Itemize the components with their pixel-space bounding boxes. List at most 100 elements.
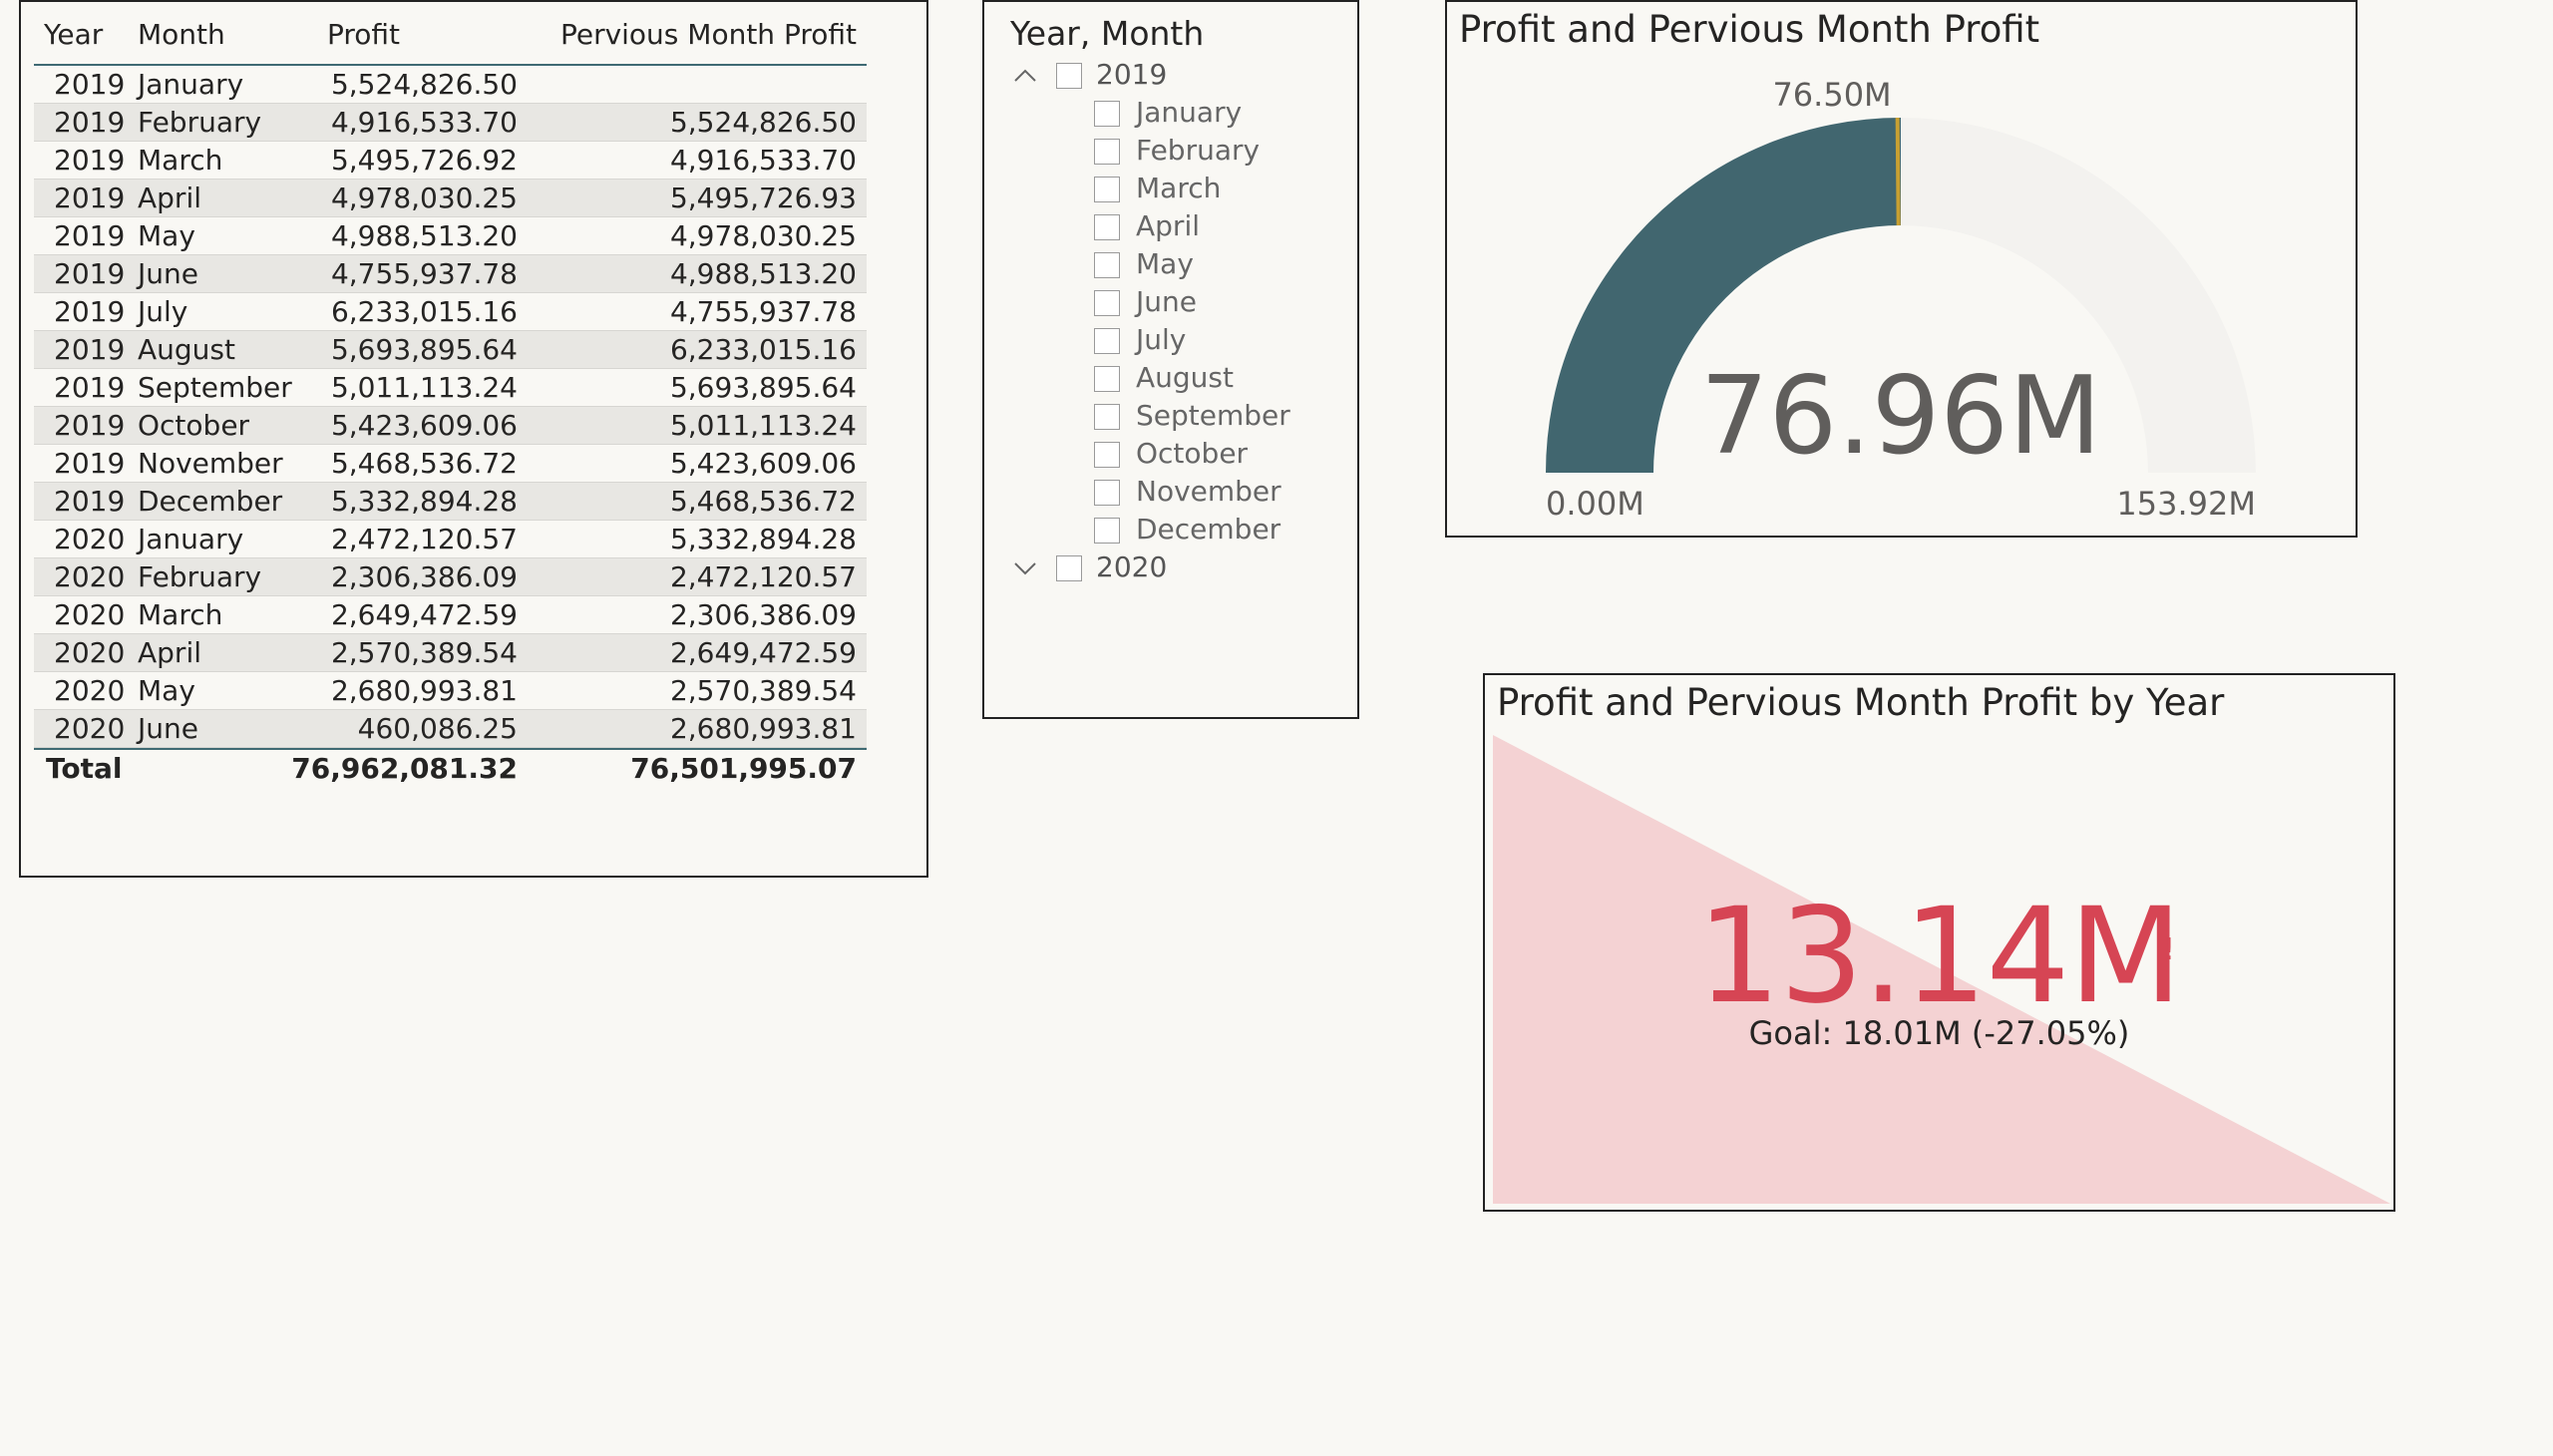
slicer-checkbox[interactable] — [1056, 555, 1082, 581]
slicer-month-label: September — [1136, 399, 1290, 432]
slicer-checkbox[interactable] — [1094, 328, 1120, 354]
slicer-checkbox[interactable] — [1094, 442, 1120, 468]
kpi-canvas — [1493, 735, 2390, 1204]
kpi-goal: Goal: 18.01M (-27.05%) — [1748, 1014, 2130, 1052]
slicer-checkbox[interactable] — [1056, 63, 1082, 89]
slicer-checkbox[interactable] — [1094, 404, 1120, 430]
table-row[interactable]: 2020 June 460,086.25 2,680,993.81 — [34, 710, 867, 748]
slicer-checkbox[interactable] — [1094, 214, 1120, 240]
cell-previous-month-profit: 2,649,472.59 — [669, 636, 857, 669]
slicer-checkbox[interactable] — [1094, 366, 1120, 392]
cell-profit: 460,086.25 — [357, 712, 518, 745]
kpi-trend-area — [1493, 735, 2390, 1204]
total-profit: 76,962,081.32 — [291, 751, 518, 785]
table-row[interactable]: 2019 October 5,423,609.06 5,011,113.24 — [34, 407, 867, 445]
table-row[interactable]: 2020 March 2,649,472.59 2,306,386.09 — [34, 596, 867, 634]
table-row[interactable]: 2019 December 5,332,894.28 5,468,536.72 — [34, 483, 867, 521]
cell-month: October — [138, 409, 250, 442]
matrix-total-row: Total 76,962,081.32 76,501,995.07 — [34, 748, 867, 786]
cell-month: April — [138, 636, 201, 669]
total-previous-month-profit: 76,501,995.07 — [630, 751, 857, 785]
cell-year: 2019 — [54, 68, 126, 101]
slicer-month-label: August — [1136, 361, 1234, 394]
profit-gauge-visual[interactable]: 76.50M 76.96M 0.00M 153.92M Profit and P… — [1445, 0, 2358, 538]
table-row[interactable]: 2020 February 2,306,386.09 2,472,120.57 — [34, 558, 867, 596]
slicer-checkbox[interactable] — [1094, 139, 1120, 165]
table-row[interactable]: 2019 July 6,233,015.16 4,755,937.78 — [34, 293, 867, 331]
slicer-month-august[interactable]: August — [984, 360, 1357, 398]
table-row[interactable]: 2019 April 4,978,030.25 5,495,726.93 — [34, 180, 867, 217]
cell-previous-month-profit: 5,468,536.72 — [669, 485, 857, 518]
cell-profit: 5,332,894.28 — [330, 485, 518, 518]
cell-month: July — [138, 295, 188, 328]
table-row[interactable]: 2019 November 5,468,536.72 5,423,609.06 — [34, 445, 867, 483]
cell-previous-month-profit: 5,423,609.06 — [669, 447, 857, 480]
cell-year: 2019 — [54, 333, 126, 366]
cell-year: 2019 — [54, 485, 126, 518]
table-row[interactable]: 2019 May 4,988,513.20 4,978,030.25 — [34, 217, 867, 255]
table-row[interactable]: 2019 August 5,693,895.64 6,233,015.16 — [34, 331, 867, 369]
slicer-month-march[interactable]: March — [984, 171, 1357, 208]
table-row[interactable]: 2020 January 2,472,120.57 5,332,894.28 — [34, 521, 867, 558]
slicer-month-january[interactable]: January — [984, 95, 1357, 133]
slicer-month-february[interactable]: February — [984, 133, 1357, 171]
header-profit[interactable]: Profit — [327, 17, 401, 51]
slicer-checkbox[interactable] — [1094, 177, 1120, 202]
kpi-title: Profit and Pervious Month Profit by Year — [1497, 681, 2225, 724]
header-year[interactable]: Year — [44, 17, 104, 51]
cell-month: November — [138, 447, 283, 480]
slicer-month-july[interactable]: July — [984, 322, 1357, 360]
gauge-fill[interactable] — [1546, 118, 1901, 473]
slicer-year-2019[interactable]: 2019 — [984, 57, 1357, 95]
slicer-checkbox[interactable] — [1094, 518, 1120, 544]
slicer-month-december[interactable]: December — [984, 512, 1357, 549]
cell-profit: 2,306,386.09 — [330, 560, 518, 593]
cell-month: February — [138, 106, 262, 139]
slicer-year-2020[interactable]: 2020 — [984, 549, 1357, 587]
cell-month: May — [138, 674, 195, 707]
cell-previous-month-profit: 5,332,894.28 — [669, 523, 857, 555]
table-row[interactable]: 2020 May 2,680,993.81 2,570,389.54 — [34, 672, 867, 710]
cell-previous-month-profit: 2,680,993.81 — [669, 712, 857, 745]
cell-year: 2019 — [54, 219, 126, 252]
slicer-checkbox[interactable] — [1094, 480, 1120, 506]
header-month[interactable]: Month — [138, 17, 225, 51]
cell-profit: 4,916,533.70 — [330, 106, 518, 139]
table-row[interactable]: 2019 February 4,916,533.70 5,524,826.50 — [34, 104, 867, 142]
slicer-month-label: July — [1136, 323, 1187, 356]
slicer-checkbox[interactable] — [1094, 101, 1120, 127]
cell-year: 2020 — [54, 636, 126, 669]
cell-profit: 4,978,030.25 — [330, 182, 518, 214]
slicer-month-september[interactable]: September — [984, 398, 1357, 436]
table-row[interactable]: 2019 January 5,524,826.50 — [34, 66, 867, 104]
table-row[interactable]: 2020 April 2,570,389.54 2,649,472.59 — [34, 634, 867, 672]
profit-kpi-visual[interactable]: Profit and Pervious Month Profit by Year… — [1483, 673, 2395, 1212]
slicer-month-april[interactable]: April — [984, 208, 1357, 246]
slicer-month-may[interactable]: May — [984, 246, 1357, 284]
slicer-title: Year, Month — [1010, 14, 1205, 53]
table-row[interactable]: 2019 March 5,495,726.92 4,916,533.70 — [34, 142, 867, 180]
cell-year: 2019 — [54, 371, 126, 404]
table-row[interactable]: 2019 June 4,755,937.78 4,988,513.20 — [34, 255, 867, 293]
matrix-grid: Year Month Profit Pervious Month Profit … — [34, 2, 867, 786]
slicer-checkbox[interactable] — [1094, 252, 1120, 278]
slicer-month-label: April — [1136, 209, 1200, 242]
cell-previous-month-profit: 2,306,386.09 — [669, 598, 857, 631]
slicer-month-june[interactable]: June — [984, 284, 1357, 322]
cell-month: June — [138, 257, 198, 290]
slicer-month-label: January — [1136, 96, 1243, 129]
year-month-slicer[interactable]: Year, Month 2019 January February March Apri… — [982, 0, 1359, 719]
slicer-month-label: February — [1136, 134, 1261, 167]
cell-profit: 2,649,472.59 — [330, 598, 518, 631]
slicer-checkbox[interactable] — [1094, 290, 1120, 316]
slicer-month-november[interactable]: November — [984, 474, 1357, 512]
cell-previous-month-profit: 2,570,389.54 — [669, 674, 857, 707]
slicer-month-october[interactable]: October — [984, 436, 1357, 474]
cell-month: December — [138, 485, 283, 518]
cell-year: 2019 — [54, 295, 126, 328]
cell-month: May — [138, 219, 195, 252]
cell-previous-month-profit: 5,693,895.64 — [669, 371, 857, 404]
table-row[interactable]: 2019 September 5,011,113.24 5,693,895.64 — [34, 369, 867, 407]
profit-matrix-visual[interactable]: Year Month Profit Pervious Month Profit … — [19, 0, 928, 878]
header-previous-month-profit[interactable]: Pervious Month Profit — [559, 17, 857, 51]
